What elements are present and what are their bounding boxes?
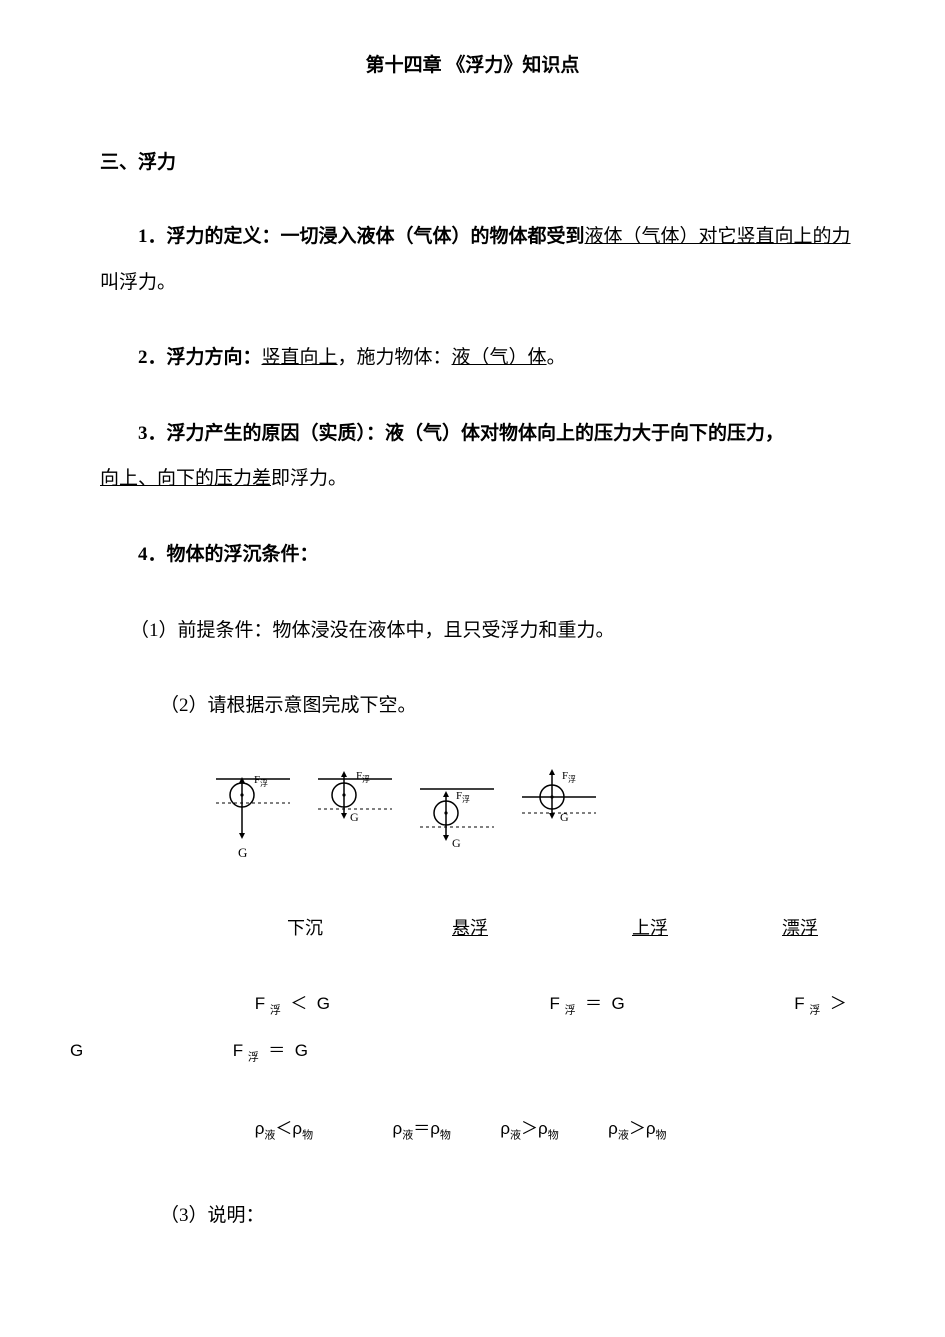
- buoyancy-diagram-row: F 浮 G F 浮 G: [70, 769, 875, 874]
- f1: F 浮 ＜ G: [255, 994, 335, 1013]
- label-suspended: 悬浮: [452, 918, 488, 938]
- f4: F 浮 ＝ G: [233, 1041, 308, 1060]
- svg-text:G: G: [452, 836, 461, 850]
- paragraph-4-3: （3）说明：: [70, 1193, 875, 1239]
- paragraph-1: 1．浮力的定义：一切浸入液体（气体）的物体都受到液体（气体）对它竖直向上的力叫浮…: [70, 214, 875, 305]
- density-comparison-row: ρ液＜ρ物 ρ液＝ρ物 ρ液＞ρ物 ρ液＞ρ物: [70, 1105, 875, 1153]
- f2: F 浮 ＝ G: [549, 994, 629, 1013]
- d3: ρ液＞ρ物: [500, 1119, 563, 1138]
- label-G: G: [238, 845, 247, 860]
- condition-labels-row: 下沉 悬浮 上浮 漂浮: [70, 914, 875, 940]
- svg-text:G: G: [350, 810, 359, 824]
- diagram-sinking: F 浮 G: [210, 769, 300, 874]
- p2-end: 。: [547, 347, 566, 368]
- diagram-floating: F 浮 G: [516, 769, 606, 874]
- paragraph-2: 2．浮力方向：竖直向上，施力物体：液（气）体。: [70, 335, 875, 381]
- d4: ρ液＞ρ物: [608, 1119, 666, 1138]
- label-sinking: 下沉: [230, 914, 380, 940]
- p2-underline-2: 液（气）体: [452, 347, 547, 368]
- paragraph-3: 3．浮力产生的原因（实质）：液（气）体对物体向上的压力大于向下的压力， 向上、向…: [70, 411, 875, 502]
- paragraph-4: 4．物体的浮沉条件：: [70, 532, 875, 578]
- paragraph-4-1: （1）前提条件：物体浸没在液体中，且只受浮力和重力。: [70, 608, 875, 654]
- label-rising: 上浮: [632, 918, 668, 938]
- label-F-sub: 浮: [260, 778, 268, 788]
- p3-prefix: 3．浮力产生的原因（实质）：液（气）体对物体向上的压力大于向下的压力，: [138, 423, 784, 444]
- p1-prefix: 1．浮力的定义：一切浸入液体（气体）的物体都受到: [138, 226, 585, 247]
- page: 第十四章 《浮力》知识点 三、浮力 1．浮力的定义：一切浸入液体（气体）的物体都…: [0, 0, 945, 1308]
- diagram-suspended: F 浮 G: [312, 769, 402, 874]
- wrap-G: G: [70, 1041, 83, 1060]
- paragraph-4-2: （2）请根据示意图完成下空。: [70, 683, 875, 729]
- p2-underline-1: 竖直向上: [262, 347, 338, 368]
- p3-underline: 向上、向下的压力差: [100, 468, 271, 489]
- f3: F 浮 ＞: [794, 994, 847, 1013]
- force-comparison-row: F 浮 ＜ G F 浮 ＝ G F 浮 ＞ G F 浮 ＝ G: [70, 980, 875, 1075]
- p3-suffix: 即浮力。: [271, 468, 347, 489]
- p1-suffix: 叫浮力。: [100, 272, 176, 293]
- p1-underline-1: 液体（气体）对它竖直向上的力: [585, 226, 851, 247]
- section-heading: 三、浮力: [70, 147, 875, 174]
- label-floating: 漂浮: [782, 918, 818, 938]
- svg-text:浮: 浮: [568, 774, 576, 784]
- d1: ρ液＜ρ物: [255, 1119, 318, 1138]
- svg-text:G: G: [560, 810, 569, 824]
- page-title: 第十四章 《浮力》知识点: [70, 50, 875, 77]
- diagram-rising: F 浮 G: [414, 769, 504, 874]
- svg-text:浮: 浮: [362, 774, 370, 784]
- p2-prefix: 2．浮力方向：: [138, 347, 262, 368]
- d2: ρ液＝ρ物: [393, 1119, 456, 1138]
- p2-mid: ，施力物体：: [338, 347, 452, 368]
- svg-text:浮: 浮: [462, 794, 470, 804]
